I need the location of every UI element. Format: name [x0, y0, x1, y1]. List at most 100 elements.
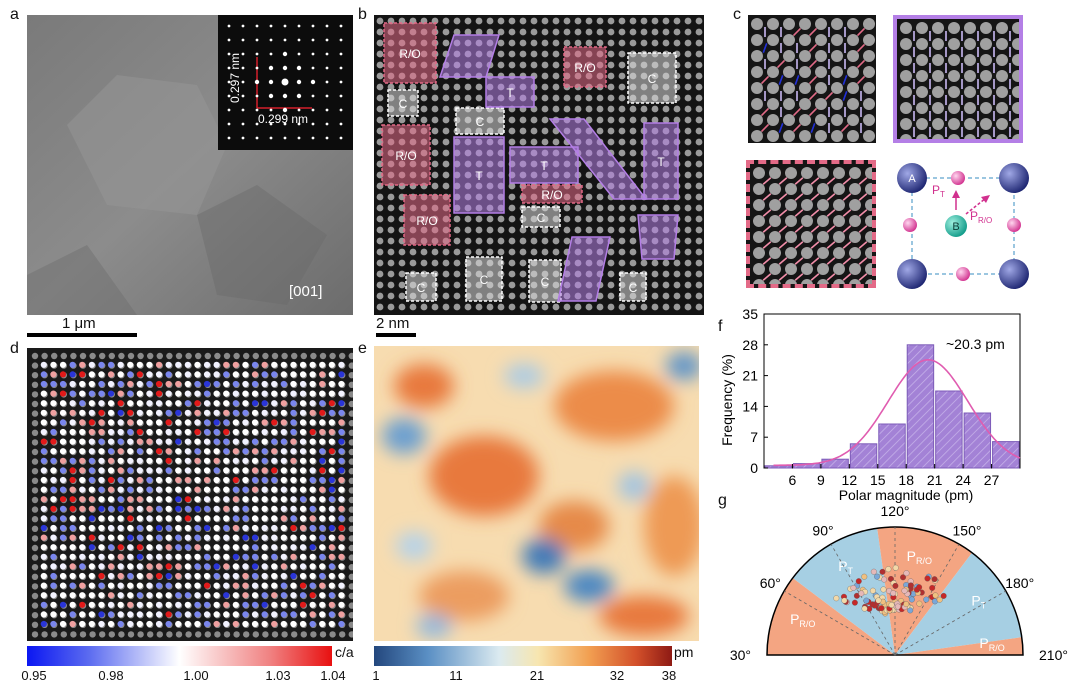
- atom-column: [574, 226, 582, 234]
- ca-cell: [184, 505, 191, 512]
- inset-d-spacing-horizontal: 0.299 nm: [258, 112, 309, 126]
- ca-cell: [280, 361, 287, 368]
- ca-cell: [242, 592, 249, 599]
- ca-cell: [79, 515, 86, 522]
- atom-column: [640, 259, 648, 267]
- polar-arrow: [826, 193, 836, 201]
- atom-column: [31, 525, 39, 532]
- zoom-t-image: [900, 22, 1019, 139]
- ca-cell: [88, 371, 95, 378]
- ca-cell: [165, 515, 172, 522]
- atom-column: [785, 263, 797, 275]
- ca-cell: [155, 457, 163, 464]
- atom-column: [486, 303, 494, 311]
- ca-cell: [184, 448, 191, 455]
- atom-column: [348, 448, 353, 456]
- ca-cell: [338, 361, 345, 368]
- atom-column: [563, 215, 571, 223]
- polar-point: [855, 578, 862, 585]
- domain-region-t: [548, 118, 648, 200]
- polar-arrow: [794, 225, 804, 233]
- ca-cell: [194, 544, 201, 551]
- atom-column: [486, 248, 494, 256]
- atom-column: [376, 215, 384, 223]
- ca-cell: [98, 620, 105, 628]
- atom-column: [31, 400, 39, 408]
- diffraction-spot: [227, 94, 231, 98]
- ca-cell: [127, 592, 134, 599]
- atom-column: [769, 247, 781, 259]
- atom-column: [695, 105, 703, 113]
- ca-cell: [194, 611, 201, 618]
- colorbar-e-label: pm: [674, 644, 694, 660]
- ca-cell: [146, 582, 153, 589]
- atom-column: [651, 204, 659, 212]
- ca-cell: [271, 553, 278, 560]
- ca-cell: [261, 563, 268, 570]
- atom-column: [932, 70, 944, 82]
- magnitude-map: [374, 346, 699, 641]
- atom-column: [618, 226, 626, 234]
- ca-cell: [242, 486, 249, 493]
- atom-column: [651, 116, 659, 124]
- atom-column: [684, 149, 692, 157]
- polar-arrow: [760, 107, 770, 117]
- ca-cell: [299, 563, 307, 570]
- ca-cell: [290, 400, 297, 407]
- ca-cell: [155, 563, 163, 570]
- atom-column: [849, 263, 861, 275]
- ca-cell: [117, 400, 124, 407]
- atom-column: [629, 149, 637, 157]
- ca-cell: [290, 409, 297, 416]
- colorbar-d-tick: 0.95: [21, 668, 47, 683]
- ca-cell: [50, 409, 57, 416]
- ca-cell: [50, 563, 57, 570]
- atom-column: [563, 39, 571, 47]
- polar-arrow: [842, 75, 848, 85]
- atom-column: [431, 171, 439, 179]
- ca-cell: [213, 486, 220, 493]
- ca-cell: [127, 620, 134, 628]
- ca-cell: [309, 505, 316, 512]
- atom-column: [799, 114, 811, 126]
- ca-cell: [146, 515, 153, 522]
- polar-arrow: [810, 225, 820, 233]
- atom-column: [453, 226, 461, 234]
- ca-cell: [251, 467, 259, 474]
- ca-cell: [50, 496, 57, 503]
- polar-arrow: [778, 123, 784, 133]
- atom-column: [420, 248, 428, 256]
- ca-cell: [232, 572, 239, 580]
- atom-column: [662, 270, 670, 278]
- ca-cell: [50, 419, 57, 426]
- ca-cell: [59, 611, 67, 618]
- atom-column: [801, 215, 813, 227]
- ca-cell: [261, 592, 268, 599]
- atom-column: [31, 410, 39, 417]
- atom-column: [783, 66, 795, 78]
- ca-cell: [136, 476, 143, 484]
- ca-cell: [127, 380, 134, 388]
- atom-column: [541, 94, 549, 102]
- ca-cell: [232, 486, 239, 493]
- atom-column: [618, 116, 626, 124]
- ca-cell: [107, 371, 115, 378]
- ca-cell: [223, 572, 230, 580]
- f-x-tick-label: 24: [955, 472, 971, 488]
- ca-cell: [184, 553, 191, 560]
- atom-column: [348, 583, 353, 590]
- ca-cell: [194, 438, 201, 445]
- polar-arrow: [842, 225, 852, 233]
- atom-column: [475, 17, 483, 25]
- ca-cell: [50, 476, 57, 484]
- ca-cell: [319, 496, 326, 503]
- polar-arrow: [778, 177, 788, 185]
- ca-cell: [309, 611, 316, 618]
- ca-cell: [88, 553, 95, 560]
- atom-column: [684, 50, 692, 58]
- atom-column: [530, 138, 538, 146]
- atom-column: [753, 199, 765, 211]
- ca-cell: [194, 620, 201, 628]
- atom-column: [684, 193, 692, 201]
- ca-cell: [319, 428, 326, 436]
